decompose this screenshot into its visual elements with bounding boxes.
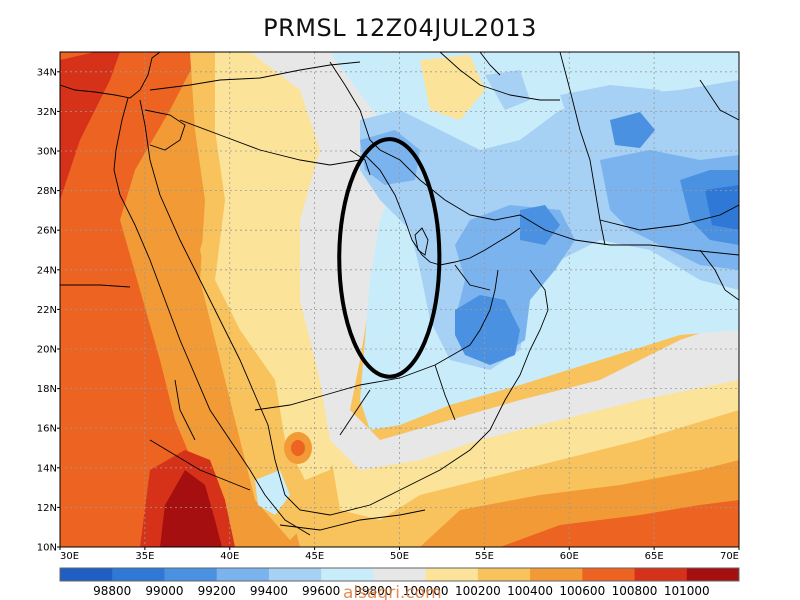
lat-label: 20N — [37, 345, 57, 356]
lat-label: 22N — [37, 305, 57, 316]
field-ethiopia-darkred — [160, 470, 222, 547]
border-sudan-eritrea — [174, 379, 196, 441]
coastline-gulf-west — [364, 154, 521, 266]
border-yemen-oman — [434, 364, 456, 421]
coastline-somalia — [279, 509, 426, 531]
coastline-qatar — [414, 227, 429, 256]
border-afghan-pak — [599, 204, 739, 231]
lon-label: 55E — [475, 551, 494, 562]
colorbar-swatch — [686, 568, 740, 581]
border-iraq-saudi — [179, 119, 361, 166]
lon-label: 30E — [60, 551, 79, 562]
lat-label: 30N — [37, 147, 57, 158]
colorbar-swatch — [634, 568, 688, 581]
border-ethiopia — [149, 439, 251, 491]
field-cyan-north-yellow — [420, 55, 485, 120]
coastline-arabia-south — [399, 269, 549, 491]
colorbar-label: 98800 — [93, 584, 131, 598]
border-saudi-kuwait — [349, 149, 371, 176]
field-blue-oman — [455, 295, 520, 365]
colorbar-label: 99400 — [250, 584, 288, 598]
coast-india — [699, 249, 739, 301]
colorbar-swatch — [321, 568, 374, 581]
border-turkey — [149, 61, 361, 91]
lon-label: 60E — [560, 551, 579, 562]
colorbar-label: 100000 — [403, 584, 449, 598]
lat-label: 28N — [37, 186, 57, 197]
colorbar-label: 101000 — [664, 584, 710, 598]
colorbar-swatch — [268, 568, 322, 581]
colorbar-swatch — [582, 568, 636, 581]
lon-label: 40E — [220, 551, 239, 562]
colorbar-label: 99200 — [198, 584, 236, 598]
colorbar — [59, 567, 740, 582]
highlight-ellipse — [337, 137, 442, 379]
lon-label: 65E — [645, 551, 664, 562]
border-iran-north — [439, 52, 560, 101]
field-paleblue-north — [485, 70, 530, 110]
border-jordan — [144, 109, 186, 151]
colorbar-swatch — [530, 568, 583, 581]
border-saudi-oman — [469, 269, 499, 346]
lat-label: 16N — [37, 424, 57, 435]
colorbar-swatch — [425, 568, 479, 581]
colorbar-labels: 98800 99000 99200 99400 99600 99800 100000 1002… — [93, 584, 710, 598]
coastline-redsea-west — [113, 97, 311, 536]
colorbar-label: 100600 — [559, 584, 605, 598]
colorbar-label: 99800 — [354, 584, 392, 598]
field-deepblue-pak — [705, 185, 739, 230]
coastline-iran — [379, 149, 739, 256]
lat-label: 12N — [37, 503, 57, 514]
colorbar-frame — [59, 567, 740, 582]
field-blue-iran — [610, 112, 655, 148]
field-arabia-yellow — [215, 52, 350, 480]
field-west-darkorange — [60, 52, 230, 547]
coast-caspian — [479, 52, 501, 76]
colorbar-swatch — [373, 568, 427, 581]
lat-label: 10N — [37, 543, 57, 554]
colorbar-swatch — [216, 568, 270, 581]
lon-label: 70E — [720, 551, 739, 562]
colorbar-label: 100800 — [612, 584, 658, 598]
colorbar-label: 99000 — [145, 584, 183, 598]
field-west-red — [60, 52, 120, 200]
border-pak-india — [699, 79, 739, 121]
colorbar-label: 100200 — [455, 584, 501, 598]
latitude-labels: 34N 32N 30N 28N 26N 24N 22N 20N 18N 16N 14N 12N 10N — [37, 67, 60, 554]
lon-label: 35E — [135, 551, 154, 562]
lat-lon-grid — [60, 52, 739, 547]
pressure-field — [60, 52, 739, 547]
longitude-labels: 30E 35E 40E 45E 50E 55E 60E 65E 70E — [59, 547, 740, 562]
border-egypt-sudan — [60, 284, 131, 288]
coastlines — [60, 52, 739, 536]
field-blue-gulf — [520, 205, 560, 245]
colorbar-swatch — [60, 568, 113, 581]
colorbar-swatch — [477, 568, 531, 581]
lat-label: 14N — [37, 463, 57, 474]
lon-label: 50E — [390, 551, 409, 562]
lon-label: 45E — [305, 551, 324, 562]
lat-label: 26N — [37, 226, 57, 237]
watermark: alsaqri.com — [343, 583, 442, 600]
coastline-redsea-east — [139, 99, 401, 516]
lat-label: 18N — [37, 384, 57, 395]
border-yemen-interior — [339, 389, 371, 436]
lat-label: 32N — [37, 107, 57, 118]
coastline-levant — [60, 52, 161, 99]
lat-label: 24N — [37, 265, 57, 276]
colorbar-swatch — [112, 568, 165, 581]
colorbar-label: 99600 — [302, 584, 340, 598]
lat-label: 34N — [37, 67, 57, 78]
field-south-red — [500, 500, 739, 547]
colorbar-label: 100400 — [507, 584, 553, 598]
map-title: PRMSL 12Z04JUL2013 — [263, 14, 537, 42]
border-uae — [454, 264, 491, 291]
colorbar-swatch — [164, 568, 218, 581]
field-yemen-darkorange — [291, 440, 305, 456]
